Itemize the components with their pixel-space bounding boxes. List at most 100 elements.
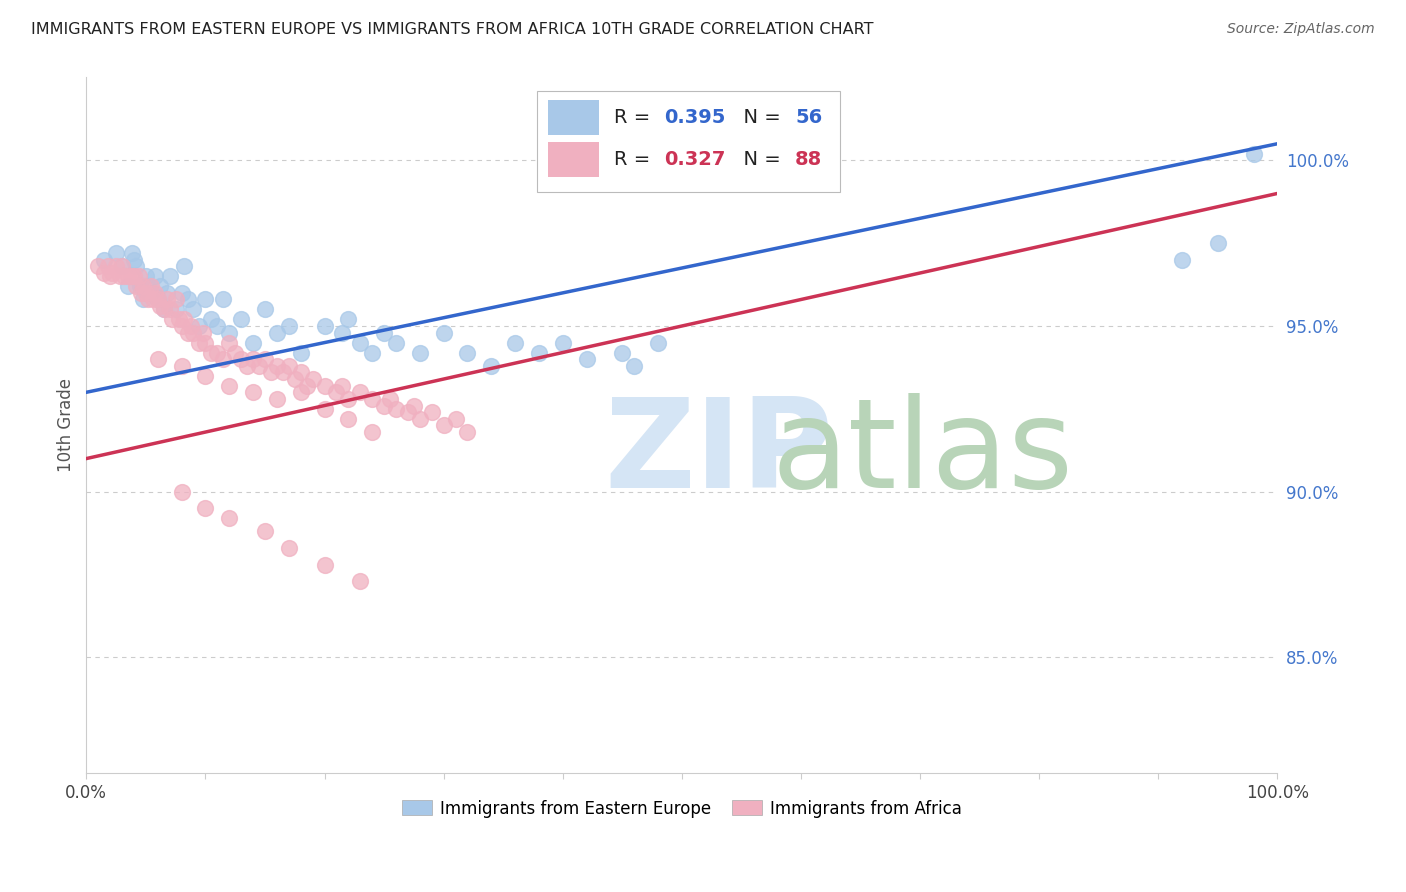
Point — [396, 405, 419, 419]
Point — [314, 401, 336, 416]
Point — [200, 345, 222, 359]
Text: ZIP: ZIP — [605, 392, 834, 514]
Point — [290, 385, 312, 400]
Point — [173, 312, 195, 326]
Point — [170, 359, 193, 373]
Point — [97, 260, 120, 274]
Point — [433, 326, 456, 340]
Point — [378, 392, 401, 406]
Point — [1243, 146, 1265, 161]
Point — [242, 352, 264, 367]
Point — [176, 293, 198, 307]
Point — [253, 302, 276, 317]
Point — [612, 345, 634, 359]
Point — [314, 558, 336, 572]
Point — [142, 293, 165, 307]
Point — [125, 279, 148, 293]
Point — [111, 260, 134, 274]
Point — [105, 260, 128, 274]
Point — [146, 352, 169, 367]
FancyBboxPatch shape — [548, 142, 599, 177]
Point — [247, 359, 270, 373]
Point — [125, 260, 148, 274]
Point — [575, 352, 598, 367]
Point — [527, 345, 550, 359]
Point — [253, 352, 276, 367]
Point — [194, 293, 217, 307]
Point — [108, 269, 131, 284]
Point — [188, 318, 211, 333]
Point — [146, 293, 169, 307]
Point — [479, 359, 502, 373]
FancyBboxPatch shape — [537, 91, 841, 193]
Point — [121, 246, 143, 260]
Point — [173, 260, 195, 274]
Point — [207, 345, 229, 359]
Point — [349, 335, 371, 350]
Point — [183, 302, 205, 317]
Point — [194, 368, 217, 383]
Point — [136, 279, 159, 293]
Text: R =: R = — [614, 108, 657, 128]
Point — [301, 372, 323, 386]
Point — [156, 293, 179, 307]
Point — [277, 359, 299, 373]
Point — [122, 252, 145, 267]
Point — [361, 392, 384, 406]
Point — [135, 285, 157, 300]
Text: 56: 56 — [794, 108, 823, 128]
Point — [337, 392, 360, 406]
Point — [266, 359, 288, 373]
Point — [253, 524, 276, 539]
Point — [98, 269, 121, 284]
FancyBboxPatch shape — [548, 101, 599, 136]
Point — [87, 260, 110, 274]
Text: N =: N = — [731, 108, 787, 128]
Point — [456, 425, 478, 439]
Legend: Immigrants from Eastern Europe, Immigrants from Africa: Immigrants from Eastern Europe, Immigran… — [395, 793, 969, 824]
Point — [551, 335, 574, 350]
Point — [105, 246, 128, 260]
Point — [314, 318, 336, 333]
Point — [277, 318, 299, 333]
Text: N =: N = — [731, 150, 787, 169]
Point — [160, 312, 183, 326]
Point — [231, 352, 253, 367]
Point — [152, 302, 174, 317]
Point — [271, 365, 294, 379]
Point — [224, 345, 246, 359]
Point — [218, 335, 240, 350]
Point — [135, 269, 157, 284]
Point — [242, 385, 264, 400]
Point — [132, 293, 155, 307]
Point — [141, 285, 163, 300]
Point — [117, 279, 139, 293]
Point — [236, 359, 259, 373]
Point — [128, 269, 150, 284]
Point — [167, 312, 190, 326]
Point — [402, 399, 425, 413]
Point — [117, 269, 139, 284]
Point — [647, 335, 669, 350]
Point — [623, 359, 645, 373]
Point — [183, 326, 205, 340]
Point — [337, 312, 360, 326]
Point — [111, 260, 134, 274]
Point — [165, 302, 187, 317]
Point — [121, 269, 143, 284]
Point — [218, 378, 240, 392]
Point — [444, 412, 467, 426]
Text: 0.395: 0.395 — [664, 108, 725, 128]
Point — [433, 418, 456, 433]
Point — [207, 318, 229, 333]
Point — [170, 484, 193, 499]
Point — [194, 335, 217, 350]
Point — [325, 385, 347, 400]
Point — [420, 405, 443, 419]
Point — [149, 299, 172, 313]
Point — [132, 279, 155, 293]
Text: 0.327: 0.327 — [664, 150, 725, 169]
Point — [290, 365, 312, 379]
Point — [212, 293, 235, 307]
Point — [1171, 252, 1194, 267]
